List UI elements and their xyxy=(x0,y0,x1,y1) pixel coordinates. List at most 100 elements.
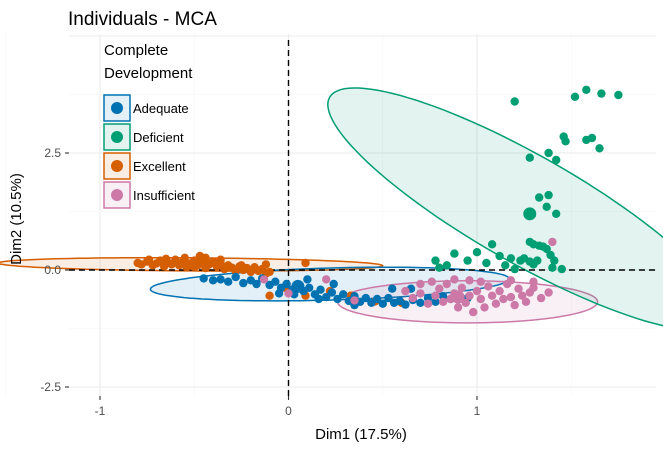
point xyxy=(465,291,474,300)
legend-item-adequate: Adequate xyxy=(103,94,189,122)
x-tick-label: -1 xyxy=(95,404,106,418)
point xyxy=(535,193,544,202)
point xyxy=(329,279,338,289)
group-centroids xyxy=(187,207,537,304)
point xyxy=(224,277,233,286)
point xyxy=(544,288,553,297)
point xyxy=(416,298,425,307)
point xyxy=(597,89,606,98)
point xyxy=(416,279,425,289)
point xyxy=(557,264,566,274)
point xyxy=(261,260,271,269)
point xyxy=(408,293,418,303)
point xyxy=(431,256,440,265)
point xyxy=(199,274,208,283)
legend-title-line-1: Complete xyxy=(104,42,168,59)
legend-key-point xyxy=(111,160,123,172)
y-axis-title: Dim2 (10.5%) xyxy=(8,173,25,265)
point xyxy=(208,276,218,285)
point xyxy=(450,275,459,284)
point xyxy=(442,261,451,270)
point xyxy=(231,272,240,282)
point xyxy=(506,292,516,302)
point xyxy=(339,290,348,299)
point xyxy=(510,97,519,106)
legend: Complete Development Adequate Deficient Ex… xyxy=(103,42,195,209)
point xyxy=(521,297,531,306)
point xyxy=(350,296,359,305)
point xyxy=(519,254,529,263)
legend-key-point xyxy=(111,189,123,201)
legend-label: Deficient xyxy=(133,130,184,145)
point xyxy=(201,253,210,262)
point xyxy=(401,300,410,309)
point xyxy=(316,285,325,294)
point xyxy=(431,297,440,306)
point xyxy=(388,284,397,293)
point xyxy=(457,283,467,292)
x-tick-label: 1 xyxy=(474,404,481,418)
point xyxy=(480,303,489,312)
point xyxy=(333,294,342,304)
chart-title: Individuals - MCA xyxy=(68,9,217,30)
point xyxy=(582,85,591,95)
point xyxy=(510,264,519,274)
point xyxy=(501,261,510,270)
point xyxy=(529,283,538,292)
point xyxy=(491,299,501,308)
point xyxy=(303,275,312,284)
point xyxy=(472,248,482,257)
y-tick-label: -2.5 xyxy=(40,380,61,394)
centroid-deficient xyxy=(523,207,537,221)
point xyxy=(542,244,551,254)
point xyxy=(378,299,387,308)
point xyxy=(548,237,557,247)
point xyxy=(525,153,534,162)
point xyxy=(259,275,269,284)
point xyxy=(265,267,274,277)
centroid-excellent xyxy=(187,257,201,271)
point xyxy=(463,256,472,265)
point xyxy=(216,275,225,284)
point xyxy=(514,284,523,293)
reference-lines xyxy=(69,40,656,396)
point xyxy=(239,278,248,288)
x-axis-title: Dim1 (17.5%) xyxy=(315,426,407,443)
point xyxy=(274,289,284,298)
point xyxy=(552,155,561,165)
point xyxy=(476,294,485,304)
legend-item-excellent: Excellent xyxy=(103,152,186,180)
point xyxy=(372,294,382,304)
point xyxy=(144,255,154,264)
point xyxy=(161,254,171,263)
point xyxy=(442,279,451,289)
point xyxy=(482,258,491,268)
point xyxy=(216,255,225,264)
legend-label: Adequate xyxy=(133,101,189,116)
point xyxy=(361,293,370,303)
point xyxy=(614,90,623,100)
point xyxy=(416,289,425,298)
point xyxy=(570,92,580,102)
point xyxy=(271,277,280,286)
point xyxy=(587,133,597,143)
point xyxy=(595,144,604,153)
point xyxy=(529,277,538,286)
point xyxy=(453,303,463,312)
point xyxy=(487,291,497,300)
point xyxy=(499,294,508,304)
point xyxy=(301,258,310,268)
legend-label: Insufficient xyxy=(133,188,195,203)
point xyxy=(265,291,274,300)
legend-title-line-2: Development xyxy=(104,65,193,82)
point xyxy=(550,256,559,265)
point xyxy=(487,240,497,249)
point xyxy=(548,263,557,272)
point xyxy=(284,289,293,298)
point xyxy=(282,279,291,289)
point xyxy=(542,202,551,211)
centroid-adequate xyxy=(291,279,305,293)
point xyxy=(472,286,482,296)
legend-item-deficient: Deficient xyxy=(103,123,184,151)
point xyxy=(384,293,393,303)
